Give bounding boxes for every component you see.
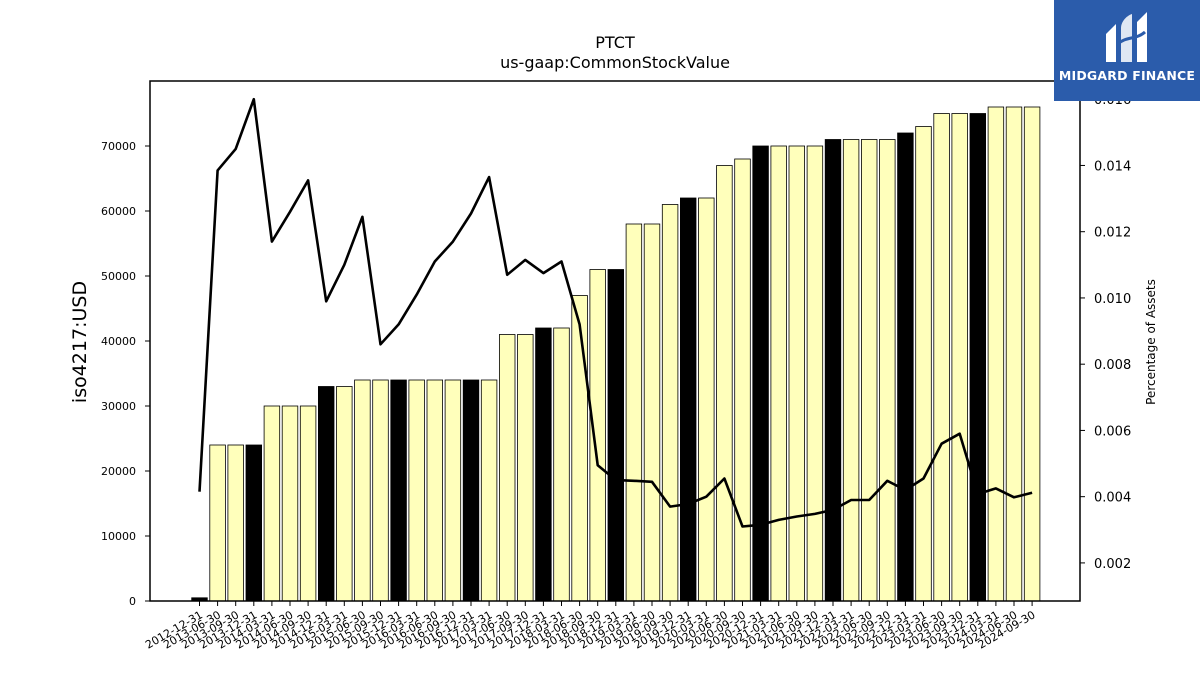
bar [987, 106, 1005, 602]
y-tick-label: 30000 [101, 400, 136, 413]
bar [571, 295, 588, 602]
bar [698, 197, 715, 602]
y-tick-label: 0 [129, 595, 136, 608]
bar [245, 444, 263, 602]
y-tick-label: 10000 [101, 530, 136, 543]
midgard-logo: MIDGARD FINANCE [1054, 0, 1200, 101]
y-tick-label: 60000 [101, 205, 136, 218]
bar [752, 145, 769, 602]
bar [498, 334, 516, 602]
bar [535, 327, 552, 602]
bar [227, 444, 244, 602]
bar [969, 113, 987, 602]
y2-tick-label: 0.008 [1094, 358, 1131, 373]
bar [625, 223, 643, 602]
bar [553, 327, 570, 602]
bar [462, 379, 480, 602]
y-tick-label: 40000 [101, 335, 136, 348]
bar [788, 145, 806, 602]
bar [607, 269, 625, 602]
y-axis-ticks: 0 10000 20000 30000 40000 50000 60000 70000 [101, 140, 150, 608]
y-tick-label: 70000 [101, 140, 136, 153]
bar [915, 126, 932, 602]
bar [263, 405, 281, 602]
bar [408, 379, 425, 602]
bar [426, 379, 444, 602]
bar [661, 204, 679, 602]
bar [281, 405, 299, 602]
y-tick-label: 50000 [101, 270, 136, 283]
bar [861, 139, 878, 602]
bar [444, 379, 462, 602]
logo-text: MIDGARD FINANCE [1058, 68, 1196, 83]
bar [879, 139, 896, 602]
midgard-logo-icon [1106, 12, 1147, 62]
bar [933, 113, 950, 602]
y2-tick-label: 0.012 [1094, 226, 1131, 241]
y2-tick-label: 0.010 [1094, 292, 1131, 307]
bar [897, 132, 914, 602]
bar [1023, 106, 1041, 602]
bar [372, 379, 389, 602]
bar [842, 139, 860, 602]
y2-tick-label: 0.004 [1094, 491, 1131, 506]
bar [680, 197, 697, 602]
y2-tick-label: 0.014 [1094, 159, 1131, 174]
bar [643, 223, 661, 602]
bar [770, 145, 787, 602]
y2-tick-label: 0.002 [1094, 557, 1131, 572]
bar [209, 444, 226, 602]
bar [589, 269, 606, 602]
bar [734, 158, 751, 602]
bar [299, 405, 317, 602]
chart-subtitle: us-gaap:CommonStockValue [500, 53, 730, 72]
y2-axis-label: Percentage of Assets [1144, 279, 1158, 405]
bar [824, 139, 842, 602]
bar [390, 379, 407, 602]
line-group [198, 97, 1033, 528]
bar [951, 113, 968, 602]
y-axis-label: iso4217:USD [69, 281, 91, 403]
bar [806, 145, 824, 602]
x-axis-ticks: 2012-12-312013-06-302013-09-302013-12-31… [143, 601, 1038, 652]
chart-title: PTCT [595, 33, 635, 52]
bar [1005, 106, 1023, 602]
bar [517, 334, 534, 602]
bar [336, 386, 353, 602]
series-line [198, 97, 1033, 528]
bar [317, 386, 335, 602]
bar [354, 379, 371, 602]
bar [716, 165, 733, 602]
bars-group [191, 106, 1041, 602]
bar [480, 379, 498, 602]
y-tick-label: 20000 [101, 465, 136, 478]
y2-tick-label: 0.006 [1094, 424, 1131, 439]
